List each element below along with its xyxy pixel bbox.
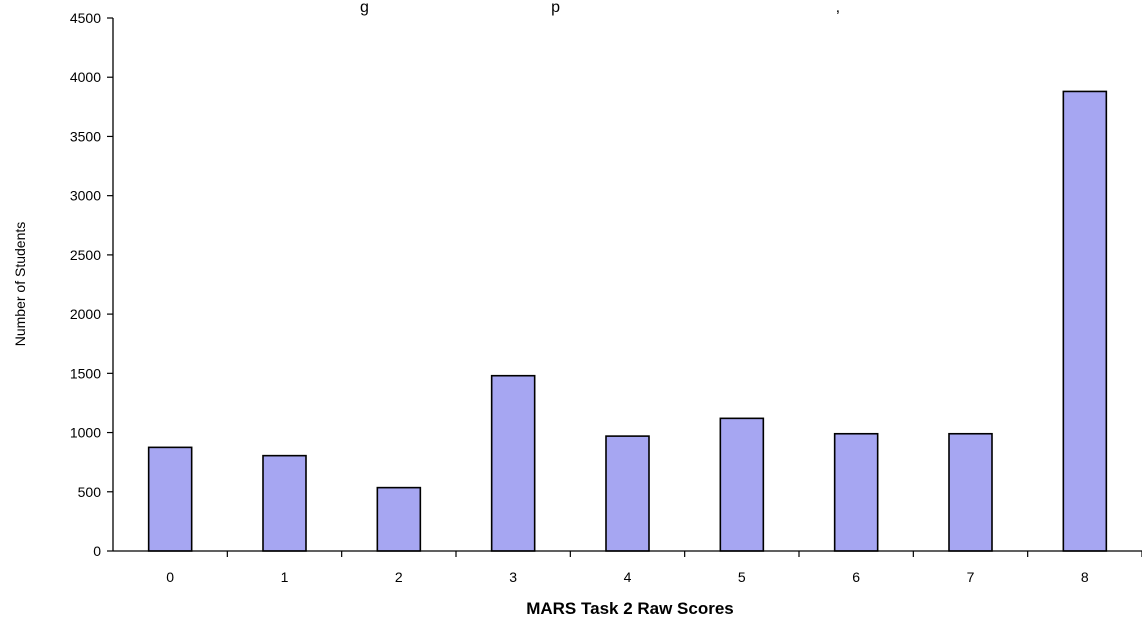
- y-tick-label: 2500: [70, 247, 101, 263]
- x-axis-ticks: 0 1 2 3 4 5 6 7 8: [166, 551, 1142, 585]
- y-tick-label: 3000: [70, 188, 101, 204]
- y-tick-label: 500: [78, 484, 102, 500]
- x-tick-label: 0: [166, 569, 174, 585]
- x-tick-label: 1: [281, 569, 289, 585]
- bar-5: [719, 417, 765, 552]
- chart-title: g p ,: [360, 0, 840, 16]
- y-tick-label: 4000: [70, 69, 101, 85]
- x-tick-label: 2: [395, 569, 403, 585]
- x-tick-label: 8: [1081, 569, 1089, 585]
- y-axis-title: Number of Students: [12, 222, 28, 347]
- x-axis-title: MARS Task 2 Raw Scores: [526, 599, 734, 618]
- x-tick-label: 3: [509, 569, 517, 585]
- bar-4: [605, 435, 650, 552]
- bar-8: [1062, 90, 1108, 552]
- bar-6: [833, 432, 879, 552]
- bar-3: [490, 374, 536, 552]
- bar-7: [948, 432, 993, 552]
- bar-2: [376, 486, 422, 552]
- bar-1: [262, 454, 307, 552]
- x-tick-label: 4: [624, 569, 632, 585]
- y-tick-label: 1500: [70, 365, 101, 381]
- x-tick-label: 5: [738, 569, 746, 585]
- bar-0: [147, 446, 193, 552]
- y-tick-label: 1000: [70, 425, 101, 441]
- x-tick-label: 7: [967, 569, 975, 585]
- x-tick-label: 6: [852, 569, 860, 585]
- bars-group: [147, 90, 1108, 552]
- y-tick-label: 2000: [70, 306, 101, 322]
- y-tick-label: 4500: [70, 10, 101, 26]
- y-axis-ticks: 0 500 1000 1500 2000 2500 3000 3500 4000 4500: [70, 10, 113, 559]
- y-tick-label: 3500: [70, 128, 101, 144]
- y-tick-label: 0: [93, 543, 101, 559]
